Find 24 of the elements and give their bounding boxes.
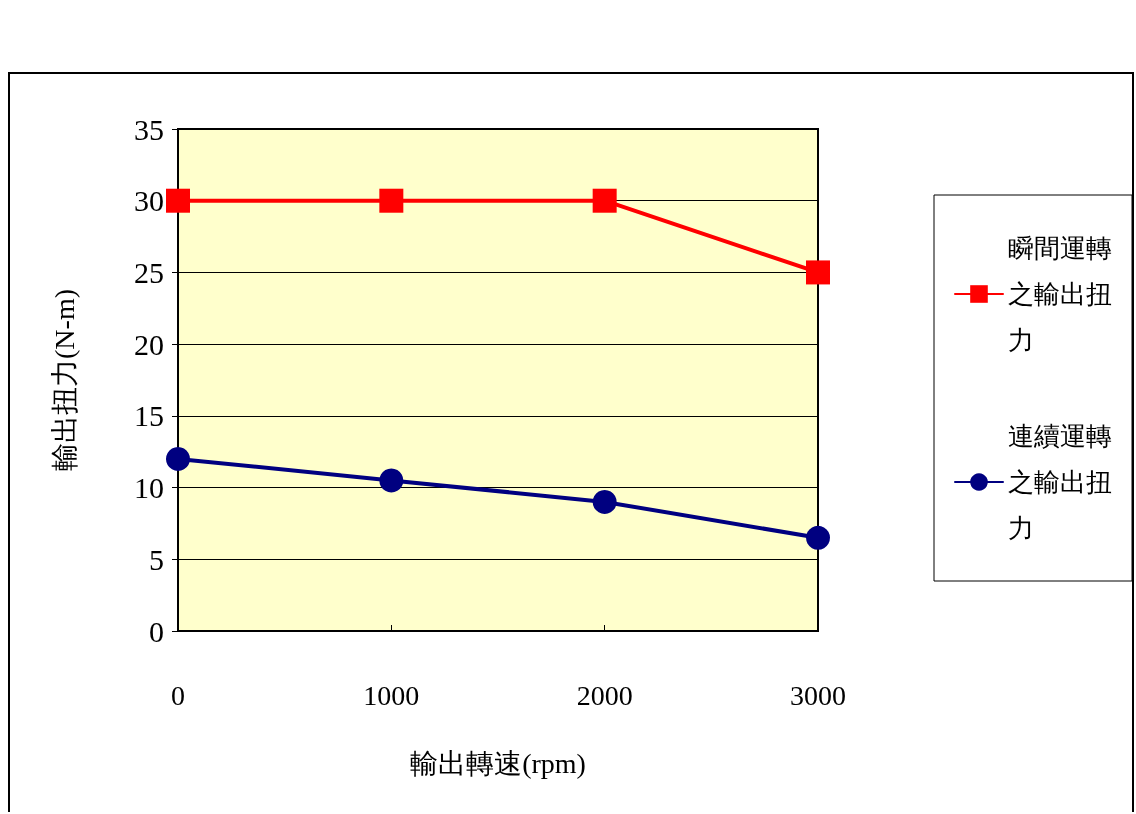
point: [166, 188, 190, 213]
y-tick-label: 0: [149, 614, 164, 648]
y-tick-label: 35: [134, 112, 164, 146]
point: [379, 188, 404, 213]
y-tick-label: 25: [134, 255, 164, 289]
x-tick-label: 3000: [790, 679, 846, 711]
point: [592, 188, 617, 213]
point: [166, 446, 190, 471]
y-tick-label: 15: [134, 399, 164, 433]
point: [806, 525, 830, 550]
legend-label: 瞬間運轉之輸出扭力: [1008, 233, 1112, 355]
point: [592, 489, 617, 514]
legend-label: 連續運轉之輸出扭力: [1008, 421, 1112, 543]
x-tick-label: 2000: [576, 679, 633, 711]
y-axis-title: 輸出扭力(N-m): [48, 289, 80, 471]
point: [379, 468, 404, 493]
y-tick-label: 20: [134, 327, 164, 361]
point: [806, 260, 830, 285]
y-tick-label: 30: [134, 184, 164, 218]
x-axis-title: 輸出轉速(rpm): [410, 747, 586, 779]
y-tick-label: 5: [149, 542, 164, 576]
y-tick-label: 10: [134, 471, 164, 505]
x-tick-label: 0: [171, 679, 185, 711]
x-tick-label: 1000: [363, 679, 420, 711]
